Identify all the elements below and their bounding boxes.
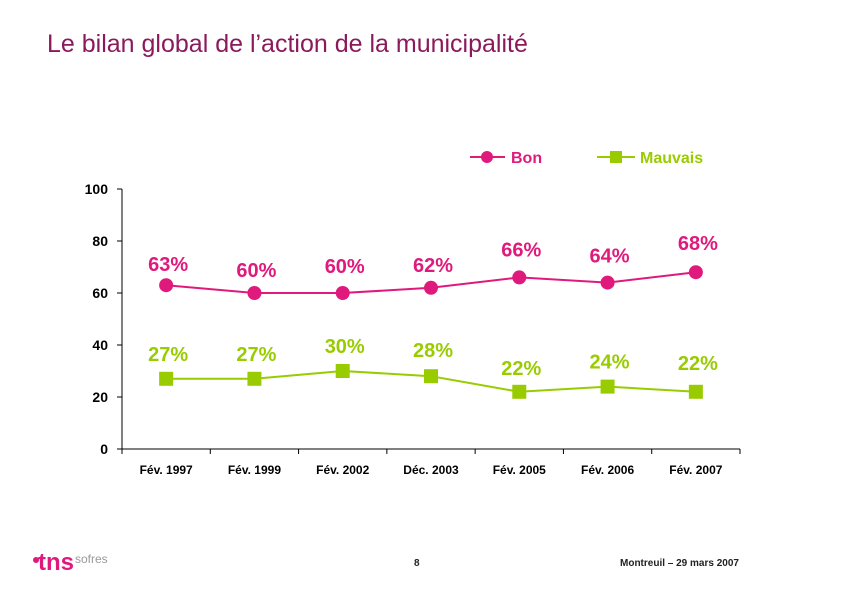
x-tick-label: Fév. 2002: [316, 463, 369, 477]
series-mauvais-data-label: 24%: [590, 352, 630, 374]
x-tick-label: Fév. 2006: [581, 463, 634, 477]
series-bon-point: [688, 265, 703, 280]
series-mauvais-data-label: 28%: [413, 340, 453, 362]
series-bon-point: [247, 286, 262, 300]
series-bon-data-label: 60%: [236, 260, 276, 282]
series-mauvais-point: [247, 371, 262, 386]
series-bon-data-label: 68%: [678, 233, 718, 255]
series-bon-data-label: 62%: [413, 255, 453, 277]
page-number: 8: [414, 558, 420, 569]
series-mauvais-data-label: 27%: [236, 344, 276, 366]
series-bon-data-label: 66%: [501, 239, 541, 261]
legend-mauvais-label: Mauvais: [640, 150, 703, 167]
legend-bon-marker: [481, 151, 493, 163]
legend-mauvais-marker: [610, 151, 622, 163]
series-mauvais-data-label: 30%: [325, 336, 365, 358]
footer-date: Montreuil – 29 mars 2007: [620, 558, 739, 569]
x-tick-label: Fév. 2007: [669, 463, 722, 477]
series-bon-point: [424, 280, 438, 295]
series-mauvais-point: [159, 371, 174, 386]
series-bon-data-label: 64%: [590, 246, 630, 268]
series-mauvais-point: [688, 384, 703, 399]
y-tick-label: 100: [85, 181, 109, 197]
legend-bon-label: Bon: [511, 150, 542, 167]
page-title: Le bilan global de l’action de la munici…: [47, 30, 528, 58]
tns-sofres-logo: tns sofres: [30, 540, 120, 585]
logo-sofres-text: sofres: [75, 552, 108, 566]
logo-tns-text: tns: [38, 549, 74, 576]
y-tick-label: 60: [92, 285, 108, 301]
x-tick-label: Fév. 2005: [493, 463, 546, 477]
series-mauvais-point: [600, 379, 615, 394]
series-mauvais-data-label: 22%: [501, 358, 541, 380]
series-mauvais-data-label: 27%: [148, 344, 188, 366]
y-tick-label: 0: [100, 441, 108, 457]
series-bon-point: [335, 286, 350, 300]
series-bon-point: [600, 275, 615, 290]
series-mauvais-point: [424, 369, 438, 384]
series-bon-data-label: 63%: [148, 254, 188, 276]
series-mauvais-data-label: 22%: [678, 353, 718, 375]
series-bon-point: [159, 278, 174, 293]
series-bon-point: [512, 270, 527, 285]
x-tick-label: Déc. 2003: [403, 463, 459, 477]
series-bon-data-label: 60%: [325, 256, 365, 278]
series-mauvais-point: [512, 384, 527, 399]
series-mauvais-point: [335, 364, 350, 378]
x-tick-label: Fév. 1999: [228, 463, 281, 477]
y-tick-label: 80: [92, 233, 108, 249]
y-tick-label: 40: [92, 337, 108, 353]
x-tick-label: Fév. 1997: [140, 463, 193, 477]
y-tick-label: 20: [92, 389, 108, 405]
